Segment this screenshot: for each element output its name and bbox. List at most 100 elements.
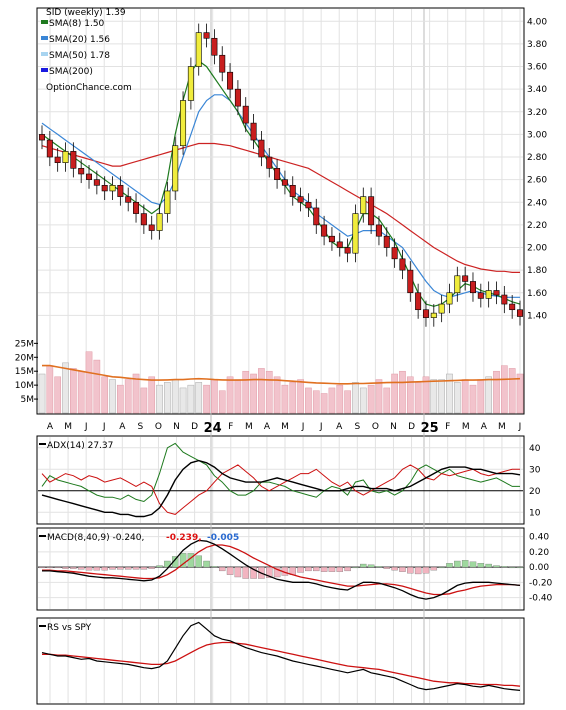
- candle-body: [46, 139, 53, 158]
- macd-histogram-bar: [124, 566, 132, 570]
- candle-body: [258, 139, 265, 158]
- candle-body: [211, 37, 218, 56]
- candle-body: [266, 156, 273, 169]
- plus-di-line: [41, 442, 520, 503]
- x-tick-label: J: [84, 422, 88, 432]
- candle-body: [305, 201, 312, 209]
- candle-body: [399, 258, 406, 271]
- candle-body: [156, 213, 163, 231]
- rs-panel-frame: [36, 617, 525, 705]
- volume-bar: [391, 373, 398, 414]
- volume-bar: [446, 373, 453, 414]
- volume-y-tick: 20M: [15, 353, 34, 363]
- x-tick-label: N: [390, 422, 397, 432]
- candle-body: [140, 213, 147, 226]
- volume-y-tick: 25M: [15, 339, 34, 349]
- price-panel-frame: [36, 7, 525, 415]
- macd-histogram-bar: [211, 566, 218, 568]
- macd-y-tick: 0.20: [529, 548, 549, 558]
- x-tick-label: J: [301, 422, 305, 432]
- adx-line: [41, 459, 521, 518]
- candle-body: [477, 292, 484, 299]
- volume-bar: [242, 370, 250, 414]
- volume-bar: [383, 387, 391, 414]
- price-y-tick: 2.60: [527, 176, 547, 186]
- candle-body: [227, 71, 234, 90]
- x-tick-label: M: [281, 422, 289, 432]
- volume-bar: [70, 368, 77, 414]
- candle-body: [242, 105, 249, 124]
- x-tick-label: S: [354, 422, 360, 432]
- macd-histogram-bar: [148, 566, 155, 569]
- candle-body: [86, 173, 93, 180]
- macd-histogram-bar: [501, 566, 508, 568]
- legend-title: SID (weekly) 1.39: [46, 8, 126, 18]
- macd-histogram-bar: [336, 566, 344, 572]
- volume-bar: [352, 382, 359, 414]
- macd-histogram-bar: [422, 566, 430, 574]
- macd-histogram-bar: [38, 566, 46, 569]
- x-tick-label: M: [498, 422, 506, 432]
- volume-bar: [54, 376, 62, 414]
- volume-bar: [297, 379, 304, 414]
- volume-bar: [375, 379, 383, 414]
- candle-body: [391, 247, 398, 260]
- candle-body: [352, 213, 359, 254]
- volume-bar: [258, 368, 265, 414]
- macd-title-marker: [39, 535, 46, 537]
- price-y-tick: 3.60: [527, 63, 547, 73]
- price-y-tick: 3.80: [527, 40, 547, 50]
- macd-histogram-bar: [508, 566, 516, 569]
- macd-histogram-bar: [218, 566, 226, 572]
- candle-body: [117, 185, 124, 197]
- candle-body: [336, 241, 343, 248]
- volume-bar: [281, 384, 289, 414]
- macd-histogram-bar: [399, 566, 406, 572]
- candle-body: [446, 292, 453, 305]
- macd-histogram-bar: [391, 566, 398, 571]
- macd-histogram-bar: [438, 566, 445, 569]
- volume-bar: [38, 373, 46, 414]
- volume-y-tick: 10M: [15, 381, 34, 391]
- price-y-tick: 1.60: [527, 289, 547, 299]
- macd-histogram-bar: [469, 561, 477, 568]
- volume-bar: [109, 379, 116, 414]
- macd-histogram-bar: [70, 566, 77, 569]
- candle-body: [281, 179, 288, 186]
- volume-bar: [187, 384, 195, 414]
- macd-histogram-bar: [305, 566, 312, 572]
- candle-body: [93, 179, 100, 186]
- x-tick-label: D: [408, 422, 415, 432]
- candle-body: [422, 309, 429, 318]
- macd-histogram-bar: [85, 566, 93, 571]
- rs-line: [41, 621, 521, 691]
- candle-body: [517, 309, 523, 317]
- price-y-tick: 2.00: [527, 244, 547, 254]
- volume-bar: [414, 382, 422, 414]
- volume-bar: [359, 387, 367, 414]
- macd-histogram-bar: [266, 566, 273, 578]
- macd-histogram-bar: [250, 566, 257, 579]
- volume-bar: [234, 379, 242, 414]
- candle-body: [328, 235, 335, 243]
- candle-body: [430, 312, 437, 318]
- watermark: OptionChance.com: [46, 83, 132, 93]
- volume-bar: [273, 376, 281, 414]
- macd-histogram-bar: [328, 566, 336, 572]
- macd-histogram-bar: [117, 566, 124, 570]
- macd-histogram-bar: [320, 566, 328, 572]
- volume-bar: [226, 376, 234, 414]
- volume-bar: [195, 382, 203, 414]
- volume-bar: [500, 365, 508, 414]
- candle-body: [469, 281, 476, 294]
- legend-swatch-sma20: [41, 36, 48, 40]
- macd-histogram-bar: [46, 566, 54, 569]
- candle-body: [148, 224, 155, 231]
- candle-body: [133, 201, 140, 214]
- candle-body: [485, 290, 492, 299]
- x-tick-label: S: [138, 422, 144, 432]
- legend: SID (weekly) 1.39 SMA(8) 1.50 SMA(20) 1.…: [41, 8, 132, 93]
- candle-body: [415, 292, 422, 311]
- x-tick-label: F: [445, 422, 450, 432]
- volume-bar: [46, 365, 54, 414]
